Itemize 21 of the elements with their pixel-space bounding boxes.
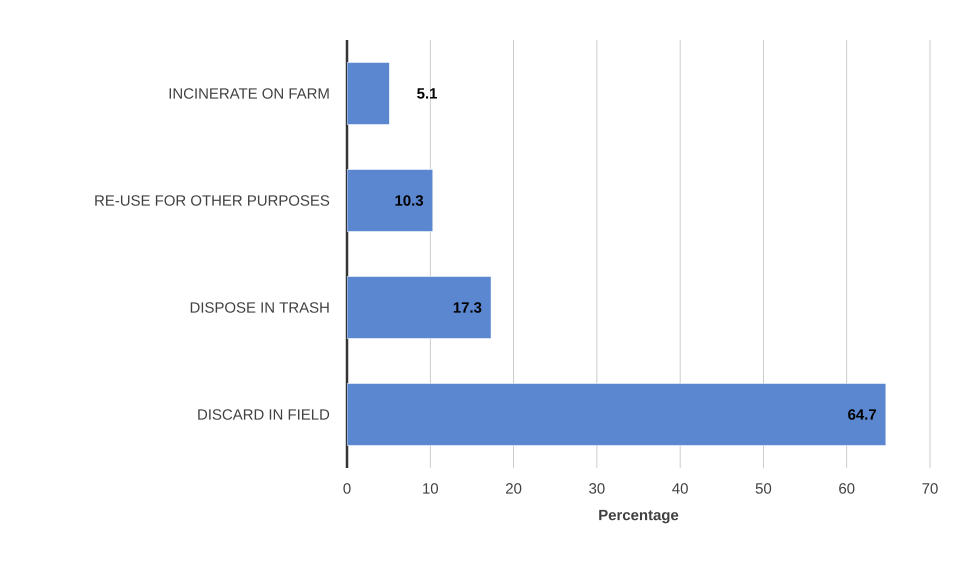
x-tick-label: 70 xyxy=(922,483,938,494)
x-tick-label: 0 xyxy=(343,483,351,494)
y-tick-label: DISCARD IN FIELD xyxy=(198,409,330,420)
y-tick-label: INCINERATE ON FARM xyxy=(170,88,329,99)
x-tick-label: 20 xyxy=(506,483,522,494)
x-tick-label: 60 xyxy=(839,483,854,494)
bar xyxy=(347,383,886,446)
x-axis-title: Percentage xyxy=(599,510,678,524)
x-tick-label: 40 xyxy=(672,483,688,494)
x-tick-label: 10 xyxy=(423,483,438,494)
x-tick-label: 30 xyxy=(589,483,605,494)
x-tick-label: 50 xyxy=(756,483,772,494)
data-label: 64.7 xyxy=(848,409,876,420)
bar xyxy=(347,169,434,232)
data-label: 17.3 xyxy=(454,302,482,313)
data-label: 10.3 xyxy=(395,195,424,206)
data-label: 5.1 xyxy=(417,88,438,99)
y-tick-label: RE-USE FOR OTHER PURPOSES xyxy=(95,195,330,206)
bar xyxy=(347,62,390,125)
y-tick-label: DISPOSE IN TRASH xyxy=(190,302,329,313)
bar xyxy=(347,276,492,339)
